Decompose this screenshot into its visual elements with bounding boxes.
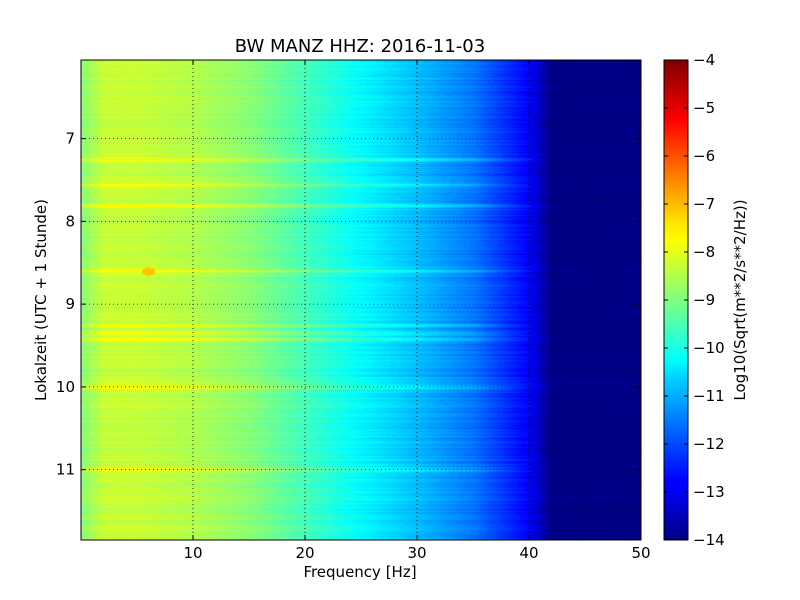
colorbar-tick-label: −9 xyxy=(693,291,715,309)
y-tick-label: 8 xyxy=(65,212,75,230)
colorbar-tick-label: −12 xyxy=(693,435,725,453)
x-axis-ticks: 10 20 30 40 50 xyxy=(183,60,651,562)
plot-area: 10 20 30 40 50 7 8 9 10 11 xyxy=(56,59,651,562)
x-axis-title: Frequency [Hz] xyxy=(303,563,416,581)
y-tick-label: 7 xyxy=(65,130,75,148)
x-tick-label: 30 xyxy=(407,544,426,562)
colorbar-tick-label: −5 xyxy=(693,99,715,117)
y-axis-title: Lokalzeit (UTC + 1 Stunde) xyxy=(32,199,50,401)
colorbar-tick-label: −7 xyxy=(693,195,715,213)
colorbar-tick-label: −4 xyxy=(693,51,715,69)
colorbar-tick-label: −10 xyxy=(693,339,725,357)
y-tick-label: 11 xyxy=(56,461,75,479)
y-tick-label: 10 xyxy=(56,378,75,396)
colorbar-tick-label: −8 xyxy=(693,243,715,261)
colorbar-label: Log10(Sqrt(m**2/s**2/Hz)) xyxy=(731,199,749,400)
colorbar-ticks: −4 −5 −6 −7 −8 −9 −10 −11 −12 −13 −14 xyxy=(664,51,725,549)
y-tick-label: 9 xyxy=(65,295,75,313)
x-tick-label: 20 xyxy=(295,544,314,562)
x-tick-label: 10 xyxy=(183,544,202,562)
x-tick-label: 40 xyxy=(519,544,538,562)
colorbar-tick-label: −14 xyxy=(693,531,725,549)
spectrogram-heatmap xyxy=(81,60,641,540)
chart-title: BW MANZ HHZ: 2016-11-03 xyxy=(235,36,485,57)
y-axis-ticks: 7 8 9 10 11 xyxy=(56,130,641,479)
colorbar-tick-label: −11 xyxy=(693,387,725,405)
colorbar: −4 −5 −6 −7 −8 −9 −10 −11 −12 −13 −14 Log10(Sqrt(m… xyxy=(663,51,749,549)
colorbar-tick-label: −13 xyxy=(693,483,725,501)
colorbar-tick-label: −6 xyxy=(693,147,715,165)
grid-lines xyxy=(81,60,641,540)
x-tick-label: 50 xyxy=(631,544,650,562)
plot-frame xyxy=(80,59,642,541)
